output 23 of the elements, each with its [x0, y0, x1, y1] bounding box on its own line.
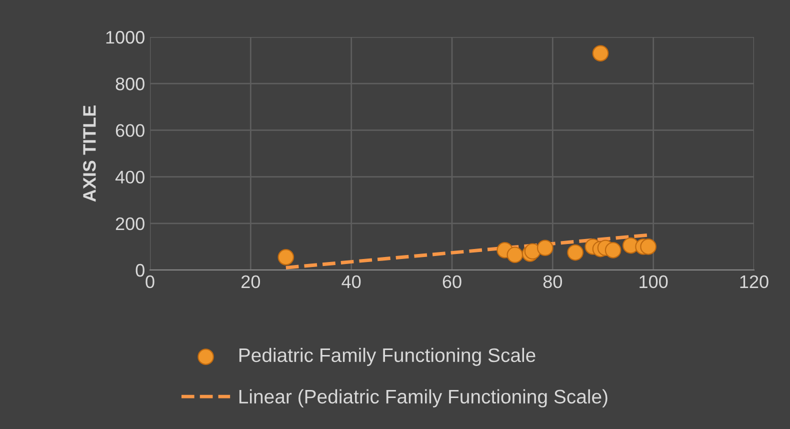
y-tick-label: 1000	[106, 30, 144, 44]
x-tick-label: 20	[242, 275, 260, 288]
x-tick-label: 40	[342, 275, 361, 288]
legend-label: Linear (Pediatric Family Functioning Scale)	[239, 389, 608, 408]
x-tick-label: 120	[740, 275, 768, 288]
y-tick-label: 0	[136, 264, 144, 277]
point	[640, 238, 656, 255]
x-tick-label: 100	[640, 275, 668, 288]
point	[536, 240, 554, 256]
point	[278, 249, 294, 266]
legend-label: Pediatric Family Functioning Scale	[239, 348, 536, 366]
y-axis-title: AXIS TITLE	[83, 106, 96, 202]
point	[592, 45, 609, 62]
y-tick-label: 600	[116, 124, 144, 137]
y-tick-label: 200	[116, 217, 144, 230]
point	[604, 242, 622, 258]
x-tick-label: 80	[543, 275, 562, 288]
point	[506, 246, 524, 264]
y-tick-label: 800	[116, 78, 144, 90]
x-tick-label: 60	[442, 275, 462, 288]
x-tick-label: 0	[146, 275, 154, 288]
y-tick-label: 400	[115, 170, 144, 184]
point	[567, 244, 584, 261]
